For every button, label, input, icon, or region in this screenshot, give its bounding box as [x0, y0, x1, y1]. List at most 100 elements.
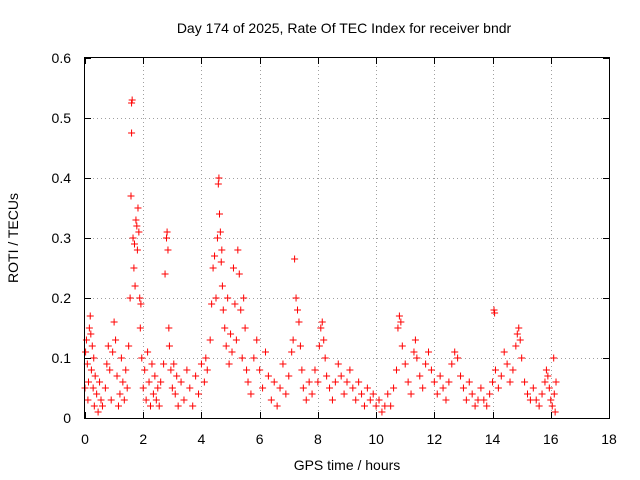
data-point [491, 366, 499, 374]
data-point [128, 96, 136, 104]
data-point [305, 378, 313, 386]
data-point [349, 384, 357, 392]
data-point [328, 396, 336, 404]
data-point [433, 390, 441, 398]
data-point [129, 234, 137, 242]
data-point [295, 318, 303, 326]
data-point [89, 384, 97, 392]
data-point [130, 240, 138, 248]
data-point [518, 354, 526, 362]
data-point [308, 390, 316, 398]
data-point [480, 396, 488, 404]
data-point [113, 372, 121, 380]
data-point [106, 366, 114, 374]
data-point [439, 384, 447, 392]
data-point [276, 384, 284, 392]
data-point [214, 180, 222, 188]
data-point [86, 312, 94, 320]
data-point [491, 309, 499, 317]
y-tick-label: 0.3 [52, 230, 72, 246]
data-point [87, 330, 95, 338]
data-point [189, 402, 197, 410]
data-point [227, 330, 235, 338]
data-point [521, 378, 529, 386]
plot-frame [84, 57, 610, 419]
x-tick-label: 8 [314, 431, 322, 447]
data-point [512, 342, 520, 350]
data-point [490, 306, 498, 314]
x-tick-label: 18 [601, 431, 617, 447]
data-point [372, 402, 380, 410]
data-point [164, 246, 172, 254]
data-point [110, 318, 118, 326]
chart-title: Day 174 of 2025, Rate Of TEC Index for r… [177, 20, 512, 36]
data-point [291, 255, 299, 263]
data-point [103, 360, 111, 368]
x-tick-label: 0 [81, 431, 89, 447]
data-point [256, 366, 264, 374]
data-point [144, 348, 152, 356]
data-point [215, 210, 223, 218]
x-tick-label: 6 [256, 431, 264, 447]
data-point [486, 390, 494, 398]
data-point [247, 390, 255, 398]
data-point [85, 324, 93, 332]
data-point [311, 366, 319, 374]
data-point [240, 294, 248, 302]
data-point [494, 384, 502, 392]
y-tick-label: 0.6 [52, 50, 72, 66]
data-point [318, 318, 326, 326]
y-tick-label: 0.4 [52, 170, 72, 186]
data-point [387, 402, 395, 410]
data-point [168, 384, 176, 392]
data-point [215, 174, 223, 182]
data-point [279, 360, 287, 368]
data-point [532, 396, 540, 404]
data-point [395, 312, 403, 320]
data-point [125, 342, 133, 350]
data-point [192, 372, 200, 380]
data-point [218, 246, 226, 254]
data-point [88, 342, 96, 350]
data-point [238, 354, 246, 362]
data-point [544, 372, 552, 380]
x-tick-label: 14 [485, 431, 501, 447]
x-tick-label: 10 [368, 431, 384, 447]
data-point [84, 396, 92, 404]
data-point [104, 342, 112, 350]
data-point [352, 396, 360, 404]
data-point [548, 402, 556, 410]
y-tick-label: 0 [63, 410, 71, 426]
data-point [101, 384, 109, 392]
data-point [392, 366, 400, 374]
data-point [523, 390, 531, 398]
data-point [401, 360, 409, 368]
data-point [234, 246, 242, 254]
data-point [165, 342, 173, 350]
data-point [231, 300, 239, 308]
data-point [232, 336, 240, 344]
data-point [212, 294, 220, 302]
data-point [206, 336, 214, 344]
data-point [216, 228, 224, 236]
data-point [416, 372, 424, 380]
data-point [151, 372, 159, 380]
data-point [288, 348, 296, 356]
data-point [157, 378, 165, 386]
data-point [213, 234, 221, 242]
data-point [180, 396, 188, 404]
data-point [503, 360, 511, 368]
data-point [550, 354, 558, 362]
y-tick-label: 0.5 [52, 110, 72, 126]
data-point [413, 354, 421, 362]
data-point [222, 342, 230, 350]
x-tick-label: 4 [198, 431, 206, 447]
data-point [331, 378, 339, 386]
data-point [148, 360, 156, 368]
data-point [454, 354, 462, 362]
data-point [541, 378, 549, 386]
data-point [183, 366, 191, 374]
data-point [197, 360, 205, 368]
data-point [91, 372, 99, 380]
data-point [326, 384, 334, 392]
